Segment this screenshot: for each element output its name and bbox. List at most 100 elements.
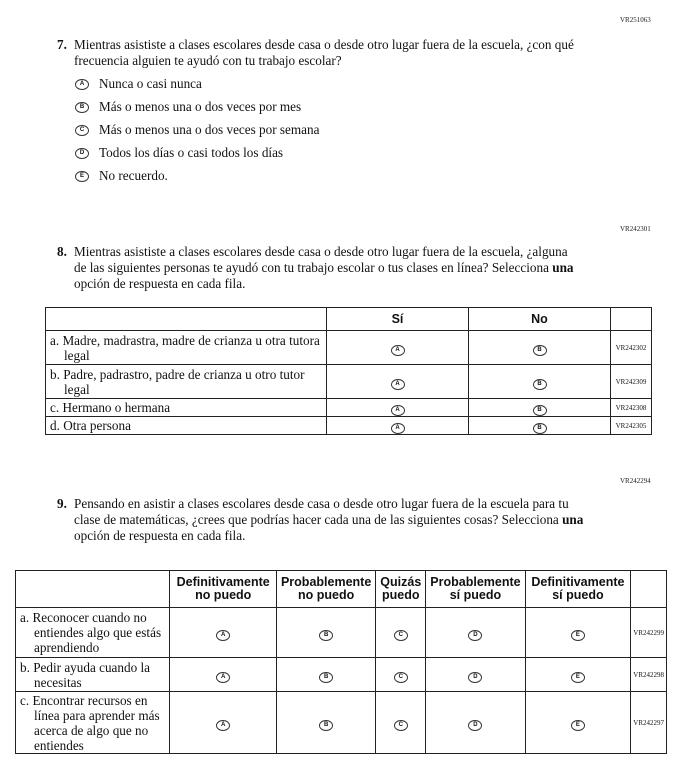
header-line: puedo <box>382 588 420 602</box>
column-header: Definitivamente no puedo <box>169 570 277 608</box>
answer-cell[interactable]: B <box>275 691 377 754</box>
header-line: sí puedo <box>449 588 502 602</box>
bubble-e[interactable]: E <box>570 719 585 731</box>
answer-cell[interactable]: A <box>326 398 469 417</box>
header-line: no puedo <box>195 588 252 602</box>
header-line: no puedo <box>298 588 355 602</box>
q7-option[interactable]: A Nunca o casi nunca <box>75 76 202 92</box>
answer-cell[interactable]: A <box>326 416 469 435</box>
column-header: Definitivamente sí puedo <box>524 570 632 608</box>
blank-header <box>45 307 327 331</box>
column-header: Quizás puedo <box>375 570 427 608</box>
bubble-a[interactable]: A <box>390 344 405 356</box>
bubble-c[interactable]: C <box>393 671 408 683</box>
code-header <box>630 570 667 608</box>
header-line: Definitivamente <box>176 575 270 589</box>
answer-cell[interactable]: E <box>524 657 632 692</box>
option-label: Más o menos una o dos veces por semana <box>99 122 320 137</box>
answer-cell[interactable]: B <box>468 330 611 365</box>
bubble-d[interactable]: D <box>468 671 483 683</box>
q9-table: Definitivamente no puedo Probablemente no p… <box>14 570 667 754</box>
bubble-c[interactable]: C <box>393 719 408 731</box>
q9-text: 9. Pensando en asistir a clases escolares… <box>57 496 584 544</box>
header-line: Probablemente <box>280 575 372 589</box>
answer-cell[interactable]: C <box>375 607 427 658</box>
q7-text: 7. Mientras asististe a clases escolares … <box>57 37 584 69</box>
bubble-a[interactable]: A <box>216 629 231 641</box>
bubble-b[interactable]: B <box>532 404 547 416</box>
answer-cell[interactable]: C <box>375 691 427 754</box>
bubble-d[interactable]: D <box>75 147 89 159</box>
bubble-a[interactable]: A <box>390 378 405 390</box>
answer-cell[interactable]: B <box>275 657 377 692</box>
row-code: VR242308 <box>610 398 652 417</box>
bubble-e[interactable]: E <box>75 170 89 182</box>
bubble-e[interactable]: E <box>570 671 585 683</box>
option-label: No recuerdo. <box>99 168 168 183</box>
q7-option[interactable]: E No recuerdo. <box>75 168 168 184</box>
row-label: a. Madre, madrastra, madre de crianza u … <box>45 330 327 365</box>
answer-cell[interactable]: E <box>524 607 632 658</box>
answer-cell[interactable]: A <box>326 364 469 399</box>
column-header: Probablemente no puedo <box>275 570 377 608</box>
header-line: sí puedo <box>552 588 604 602</box>
row-code: VR242302 <box>610 330 652 365</box>
table-row: b. Pedir ayuda cuando la necesitas A B C D E V… <box>14 657 667 692</box>
row-code: VR242299 <box>630 607 667 658</box>
answer-cell[interactable]: E <box>524 691 632 754</box>
bubble-b[interactable]: B <box>532 422 547 434</box>
bubble-b[interactable]: B <box>532 344 547 356</box>
bubble-b[interactable]: B <box>319 629 334 641</box>
answer-cell[interactable]: C <box>375 657 427 692</box>
answer-cell[interactable]: A <box>169 607 277 658</box>
answer-cell[interactable]: D <box>425 691 526 754</box>
bubble-a[interactable]: A <box>216 719 231 731</box>
answer-cell[interactable]: B <box>275 607 377 658</box>
q7-option[interactable]: D Todos los días o casi todos los días <box>75 145 283 161</box>
q8-prompt: Mientras asististe a clases escolares de… <box>74 244 568 275</box>
bubble-a[interactable]: A <box>390 422 405 434</box>
bubble-d[interactable]: D <box>468 629 483 641</box>
answer-cell[interactable]: D <box>425 607 526 658</box>
q7-number: 7. <box>57 37 67 52</box>
q9-number: 9. <box>57 496 67 511</box>
bubble-a[interactable]: A <box>216 671 231 683</box>
bubble-b[interactable]: B <box>319 671 334 683</box>
q8-number: 8. <box>57 244 67 259</box>
bubble-b[interactable]: B <box>319 719 334 731</box>
q9-code: VR242294 <box>620 477 651 485</box>
answer-cell[interactable]: D <box>425 657 526 692</box>
code-header <box>610 307 652 331</box>
q8-text: 8. Mientras asististe a clases escolares … <box>57 244 574 292</box>
header-line: Definitivamente <box>531 575 625 589</box>
q9-prompt: Pensando en asistir a clases escolares d… <box>74 496 569 527</box>
q7-option[interactable]: B Más o menos una o dos veces por mes <box>75 99 301 115</box>
answer-cell[interactable]: B <box>468 364 611 399</box>
q8-prompt-end: opción de respuesta en cada fila. <box>74 276 246 291</box>
bubble-b[interactable]: B <box>532 378 547 390</box>
bubble-c[interactable]: C <box>75 124 89 136</box>
answer-cell[interactable]: A <box>326 330 469 365</box>
bubble-a[interactable]: A <box>75 78 89 90</box>
q9-prompt-end: opción de respuesta en cada fila. <box>74 528 246 543</box>
table-row: b. Padre, padrastro, padre de crianza u … <box>45 364 652 399</box>
q7-prompt: Mientras asististe a clases escolares de… <box>74 37 574 68</box>
bubble-b[interactable]: B <box>75 101 89 113</box>
row-label: b. Padre, padrastro, padre de crianza u … <box>45 364 327 399</box>
row-label: d. Otra persona <box>45 416 327 435</box>
q7-option[interactable]: C Más o menos una o dos veces por semana <box>75 122 319 138</box>
answer-cell[interactable]: A <box>169 657 277 692</box>
row-label: c. Hermano o hermana <box>45 398 327 417</box>
bubble-e[interactable]: E <box>570 629 585 641</box>
bubble-d[interactable]: D <box>468 719 483 731</box>
q8-bold: una <box>552 260 574 275</box>
column-header: No <box>468 307 611 331</box>
bubble-a[interactable]: A <box>390 404 405 416</box>
answer-cell[interactable]: A <box>169 691 277 754</box>
answer-cell[interactable]: B <box>468 398 611 417</box>
header-row: Definitivamente no puedo Probablemente no p… <box>14 570 667 608</box>
answer-cell[interactable]: B <box>468 416 611 435</box>
row-label: a. Reconocer cuando no entiendes algo qu… <box>14 607 171 658</box>
bubble-c[interactable]: C <box>393 629 408 641</box>
